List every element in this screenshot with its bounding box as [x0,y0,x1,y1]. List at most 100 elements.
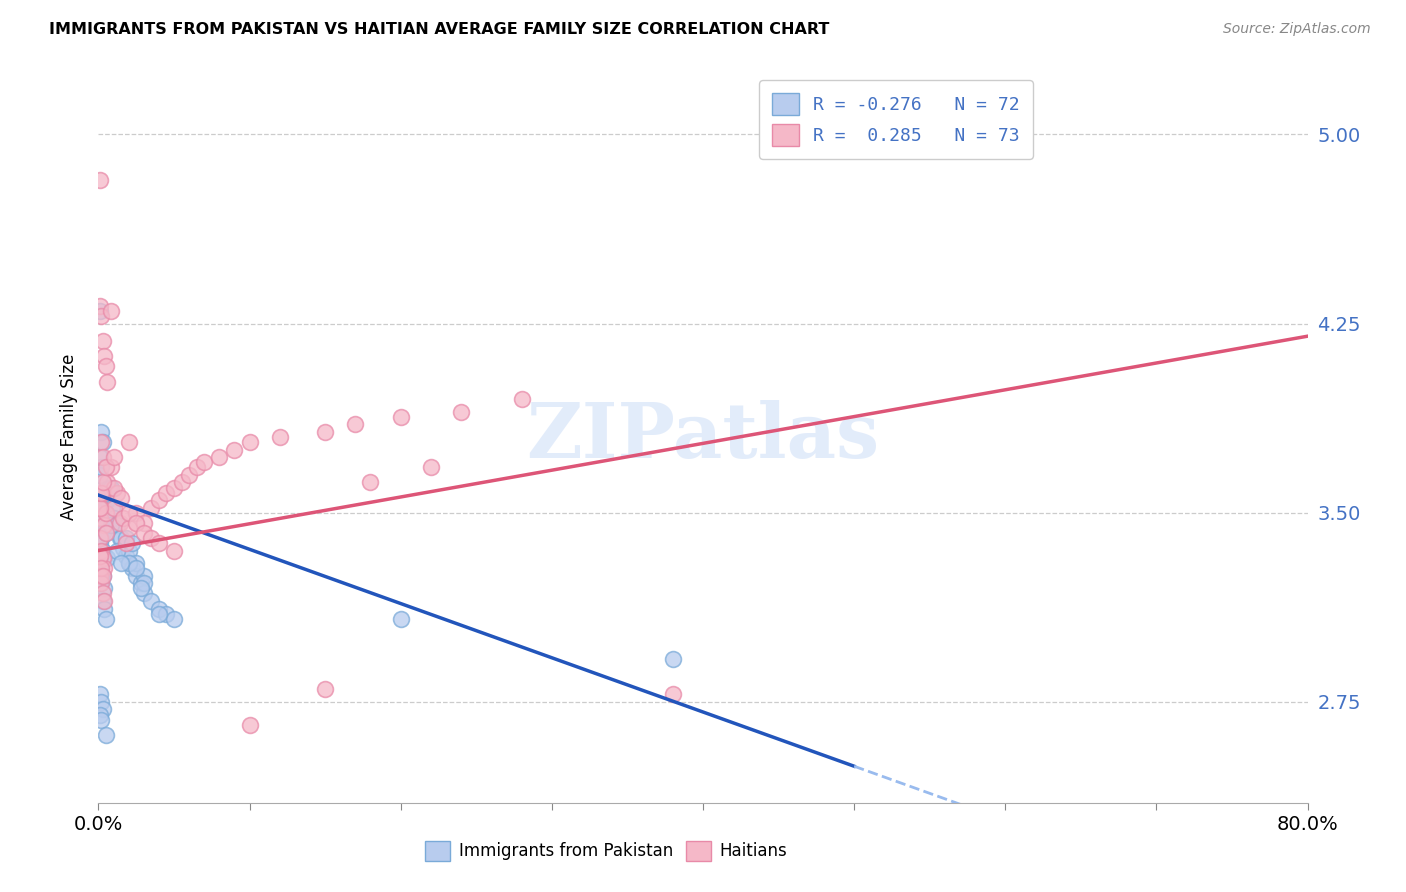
Point [91,569,114,583]
Point [141,594,163,608]
Point [118,543,141,558]
Point [389,409,412,424]
Point [450,405,472,419]
Point [111,541,134,555]
Point [110,491,132,505]
Point [239,435,262,450]
Point [90,576,112,591]
Point [179,467,201,482]
Point [90,531,112,545]
Point [186,460,208,475]
Point [344,417,367,432]
Point [148,536,170,550]
Point [114,536,136,550]
Point [103,510,125,524]
Point [193,455,215,469]
Point [96,493,118,508]
Point [91,485,114,500]
Point [129,576,152,591]
Point [91,485,114,500]
Point [118,556,141,570]
Point [108,516,131,530]
Point [121,561,143,575]
Point [163,543,186,558]
Point [94,506,117,520]
Point [96,375,118,389]
Point [91,551,114,566]
Point [90,460,112,475]
Point [89,687,111,701]
Point [89,510,111,524]
Point [420,460,443,475]
Point [94,506,117,520]
Point [90,500,112,515]
Point [360,475,382,490]
Text: ZIPatlas: ZIPatlas [526,401,880,474]
Point [90,518,112,533]
Point [93,500,115,515]
Point [105,543,128,558]
Point [89,304,111,318]
Point [89,536,111,550]
Point [110,556,132,570]
Point [90,695,112,709]
Point [208,450,231,465]
Point [141,500,163,515]
Point [114,531,136,545]
Point [91,702,114,716]
Point [100,460,122,475]
Point [314,682,336,697]
Point [125,569,148,583]
Point [91,586,114,600]
Legend: Immigrants from Pakistan, Haitians: Immigrants from Pakistan, Haitians [419,834,794,868]
Point [103,500,125,515]
Point [132,525,155,540]
Point [224,442,246,457]
Point [89,510,111,524]
Point [101,500,124,515]
Point [91,525,114,540]
Point [93,350,115,364]
Point [108,531,131,545]
Point [89,707,111,722]
Point [239,717,262,731]
Point [91,594,114,608]
Point [90,435,112,450]
Point [90,425,112,439]
Point [91,543,114,558]
Point [269,430,291,444]
Point [125,506,148,520]
Point [163,612,186,626]
Point [103,450,125,465]
Point [155,607,177,621]
Point [661,687,683,701]
Point [89,531,111,545]
Text: Source: ZipAtlas.com: Source: ZipAtlas.com [1223,22,1371,37]
Point [90,561,112,575]
Point [93,601,115,615]
Point [141,531,163,545]
Point [389,612,412,626]
Point [91,450,114,465]
Point [105,485,128,500]
Point [125,516,148,530]
Point [91,475,114,490]
Point [91,569,114,583]
Point [100,481,122,495]
Point [90,556,112,570]
Point [90,485,112,500]
Point [89,299,111,313]
Point [125,556,148,570]
Point [148,601,170,615]
Point [132,586,155,600]
Point [148,493,170,508]
Point [90,543,112,558]
Point [90,569,112,583]
Point [94,525,117,540]
Point [89,500,111,515]
Point [170,475,193,490]
Point [93,582,115,596]
Point [90,481,112,495]
Point [96,551,118,566]
Point [510,392,533,407]
